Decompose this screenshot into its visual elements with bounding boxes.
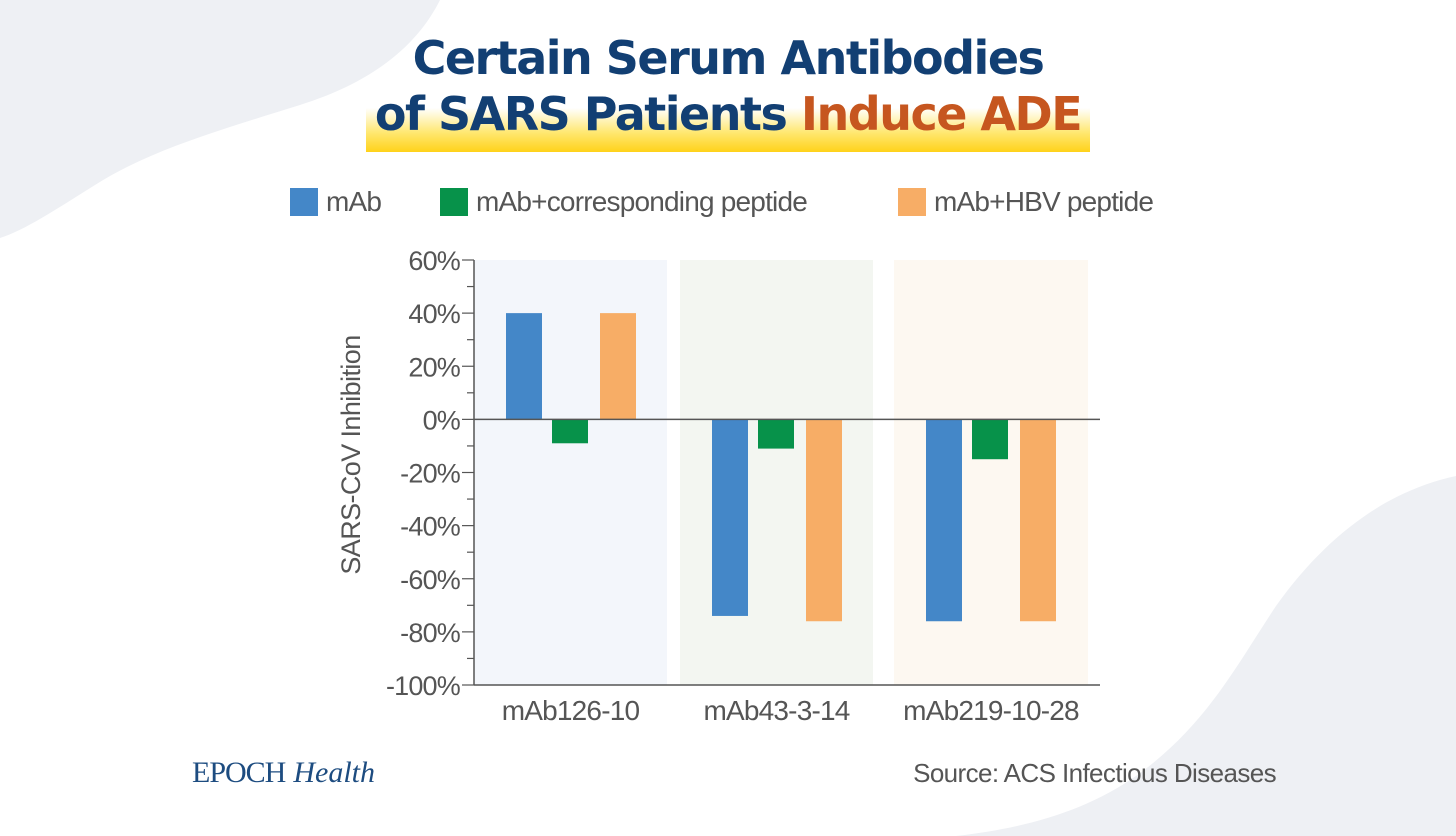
category-panels — [474, 260, 1088, 685]
title-line-2-main: of SARS Patients — [374, 87, 788, 141]
category-panel-mAb43-3-14 — [680, 260, 873, 685]
y-tick-label: -100% — [386, 671, 461, 701]
legend: mAb mAb+corresponding peptide mAb+HBV pe… — [0, 182, 1456, 222]
y-axis-label: SARS-CoV Inhibition — [336, 335, 366, 574]
background-blob-top-left — [0, 0, 440, 238]
logo-brand: EPOCH — [192, 756, 286, 789]
y-ticks: 60% 40% 20% 0% -20% -40% -60% -80% -100% — [386, 246, 474, 701]
legend-label-hbv-peptide: mAb+HBV peptide — [934, 186, 1154, 217]
x-tick-label-mAb219-10-28: mAb219-10-28 — [903, 695, 1079, 726]
y-tick-label: -60% — [400, 565, 461, 595]
y-tick-label: 60% — [408, 246, 460, 276]
y-tick-label: -80% — [400, 618, 461, 648]
x-tick-label-mAb43-3-14: mAb43-3-14 — [703, 695, 849, 726]
bar-mAb219-10-28-mab — [926, 419, 962, 622]
legend-swatch-mab — [290, 188, 318, 216]
legend-item-hbv-peptide: mAb+HBV peptide — [898, 182, 1154, 222]
category-panel-mAb219-10-28 — [894, 260, 1088, 685]
bar-mAb126-10-hbv-peptide — [600, 313, 636, 420]
title-highlight — [366, 108, 1090, 152]
bars — [506, 313, 1056, 622]
legend-label-corresponding-peptide: mAb+corresponding peptide — [476, 186, 808, 217]
legend-label-mab: mAb — [326, 186, 382, 217]
background-blob-bottom-right — [956, 476, 1456, 836]
epoch-health-logo: EPOCH Health — [192, 756, 375, 790]
legend-item-corresponding-peptide: mAb+corresponding peptide — [440, 182, 808, 222]
legend-swatch-corresponding-peptide — [440, 188, 468, 216]
category-panel-mAb126-10 — [474, 260, 667, 685]
y-tick-label: -20% — [400, 459, 461, 489]
y-tick-label: 0% — [423, 405, 461, 435]
bar-mAb126-10-mab — [506, 313, 542, 420]
source-note: Source: ACS Infectious Diseases — [913, 758, 1277, 788]
x-tick-label-mAb126-10: mAb126-10 — [502, 695, 640, 726]
bar-mAb43-3-14-corresponding-peptide — [758, 419, 794, 449]
title-line-1: Certain Serum Antibodies — [412, 31, 1045, 85]
bar-mAb43-3-14-hbv-peptide — [806, 419, 842, 622]
legend-swatch-hbv-peptide — [898, 188, 926, 216]
bar-mAb126-10-corresponding-peptide — [552, 419, 588, 444]
x-tick-labels: mAb126-10 mAb43-3-14 mAb219-10-28 — [502, 695, 1080, 726]
title-line-2: of SARS Patients Induce ADE — [0, 86, 1456, 142]
bar-mAb219-10-28-corresponding-peptide — [972, 419, 1008, 460]
bar-mAb43-3-14-mab — [712, 419, 748, 616]
y-tick-label: 40% — [408, 299, 460, 329]
y-tick-label: 20% — [408, 352, 460, 382]
chart-title: Certain Serum Antibodies of SARS Patient… — [0, 30, 1456, 142]
y-tick-label: -40% — [400, 512, 461, 542]
legend-item-mab: mAb — [290, 182, 382, 222]
bar-mAb219-10-28-hbv-peptide — [1020, 419, 1056, 622]
logo-sub: Health — [293, 756, 376, 789]
title-line-2-accent: Induce ADE — [800, 87, 1083, 141]
